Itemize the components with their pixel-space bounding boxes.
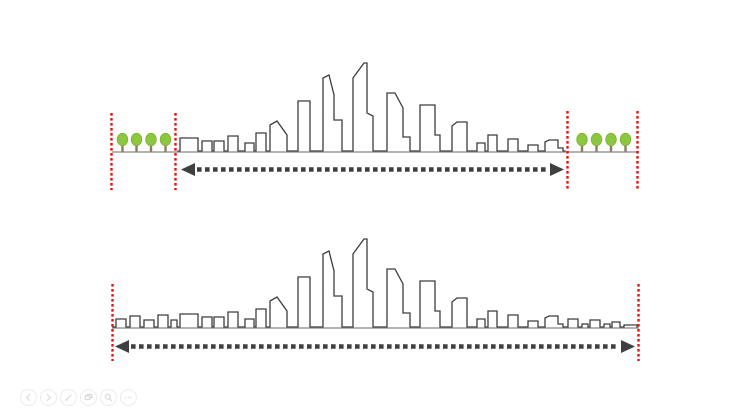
arrowhead-left-icon: [181, 163, 195, 176]
tree-icon: [619, 132, 632, 153]
arrowhead-left-icon: [115, 340, 129, 353]
magnifier-icon: [104, 393, 113, 402]
tree-icon: [145, 132, 157, 153]
width-arrow: [181, 163, 564, 176]
tree-icon: [130, 132, 143, 153]
pen-icon: [65, 394, 72, 401]
chevron-right-icon: [46, 394, 51, 401]
see-all-slides-button[interactable]: [80, 389, 97, 406]
previous-slide-button[interactable]: [20, 389, 37, 406]
tree-icon: [159, 132, 172, 153]
chevron-left-icon: [26, 394, 31, 401]
city-skyline-outline: [112, 238, 638, 328]
tree-icon: [590, 132, 603, 153]
ellipsis-icon: [125, 396, 132, 399]
diagram-bottom-skyline-full-width: [111, 238, 640, 361]
next-slide-button[interactable]: [40, 389, 57, 406]
pen-tools-button[interactable]: [60, 389, 77, 406]
tree-group-right: [576, 132, 632, 153]
tree-group-left: [116, 132, 172, 153]
presentation-toolbar: [20, 389, 137, 406]
tree-icon: [116, 132, 129, 153]
tree-icon: [605, 132, 617, 153]
more-options-button[interactable]: [120, 389, 137, 406]
diagram-top-skyline-with-trees: [110, 62, 639, 190]
tree-icon: [576, 132, 588, 153]
arrowhead-right-icon: [621, 340, 635, 353]
zoom-button[interactable]: [100, 389, 117, 406]
arrowhead-right-icon: [550, 163, 564, 176]
city-skyline-outline: [177, 62, 566, 152]
width-arrow: [115, 340, 635, 353]
slides-icon: [84, 393, 93, 401]
